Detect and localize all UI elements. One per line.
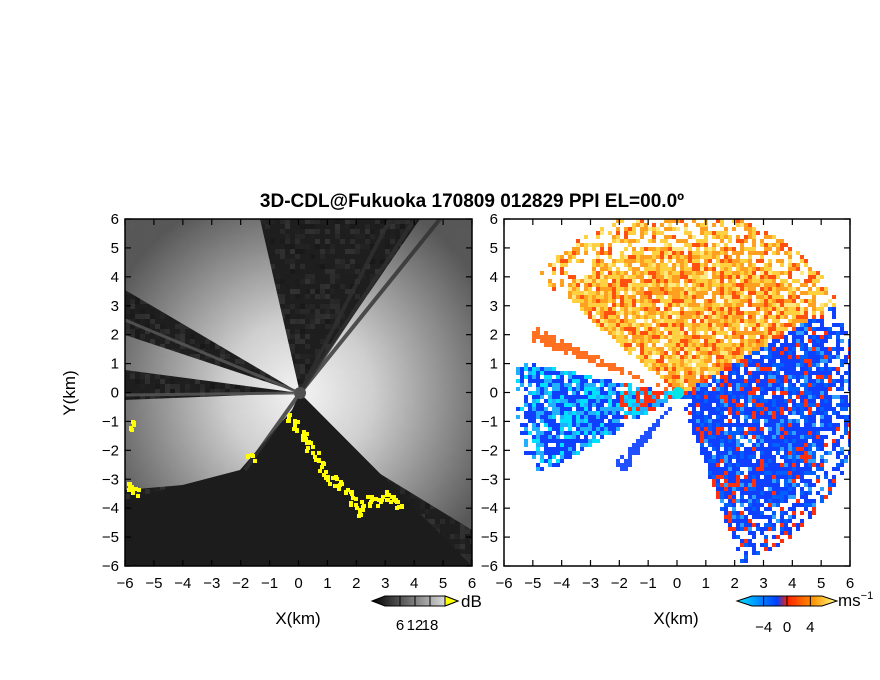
velocity-colorbar-unit-base: ms bbox=[838, 591, 861, 610]
x-tick-label: 2 bbox=[352, 575, 360, 592]
velocity-pixels bbox=[516, 219, 850, 563]
y-tick-label: −6 bbox=[102, 558, 119, 575]
radial-ray bbox=[125, 391, 301, 397]
x-tick-label: 5 bbox=[439, 575, 447, 592]
colorbar-tick-label: 18 bbox=[422, 617, 439, 634]
x-tick-label: 0 bbox=[294, 575, 302, 592]
velocity-colorbar: −4 0 4 ms−1 bbox=[735, 590, 873, 636]
y-tick-label: −4 bbox=[102, 500, 119, 517]
x-tick-label: 6 bbox=[846, 575, 854, 592]
x-tick-label: −6 bbox=[495, 575, 512, 592]
y-tick-label: 1 bbox=[490, 356, 498, 373]
velocity-colorbar-unit-exponent: −1 bbox=[861, 590, 874, 602]
x-tick-label: −2 bbox=[611, 575, 628, 592]
reflectivity-echo-sector bbox=[125, 219, 472, 530]
x-tick-label: −4 bbox=[174, 575, 191, 592]
y-tick-label: 6 bbox=[490, 211, 498, 228]
y-tick-label: 6 bbox=[111, 211, 119, 228]
y-tick-label: −2 bbox=[481, 442, 498, 459]
velocity-panel: −6 −5 −4 −3 −2 −1 0 1 2 3 4 5 6 6 5 4 3 2 1 0 −1 −2 −3 −4 −5 −6 X… bbox=[481, 211, 854, 628]
velocity-colorbar-unit: ms−1 bbox=[838, 590, 873, 610]
y-tick-label: −1 bbox=[481, 413, 498, 430]
x-tick-label: 1 bbox=[702, 575, 710, 592]
x-tick-label: −5 bbox=[145, 575, 162, 592]
reflectivity-axis-ticks: −6 −5 −4 −3 −2 −1 0 1 2 3 4 5 6 6 5 4 3 2 1 0 −1 −2 −3 −4 −5 −6 bbox=[102, 211, 476, 592]
y-tick-label: 4 bbox=[490, 269, 498, 286]
y-tick-label: −2 bbox=[102, 442, 119, 459]
x-tick-label: 1 bbox=[323, 575, 331, 592]
radial-ray bbox=[298, 219, 392, 394]
y-tick-label: 3 bbox=[111, 298, 119, 315]
reflectivity-rays bbox=[125, 219, 442, 472]
radial-ray bbox=[298, 219, 442, 395]
x-tick-label: 2 bbox=[730, 575, 738, 592]
x-tick-label: −1 bbox=[640, 575, 657, 592]
reflectivity-colorbar-unit: dB bbox=[461, 592, 482, 611]
y-tick-label: 0 bbox=[490, 385, 498, 402]
radial-ray bbox=[125, 318, 301, 395]
y-tick-label: 2 bbox=[490, 327, 498, 344]
x-axis-label-right: X(km) bbox=[653, 609, 698, 628]
y-tick-label: −5 bbox=[481, 529, 498, 546]
y-tick-label: −3 bbox=[102, 471, 119, 488]
y-tick-label: 5 bbox=[490, 240, 498, 257]
x-tick-label: −1 bbox=[261, 575, 278, 592]
y-tick-label: −1 bbox=[102, 413, 119, 430]
x-tick-label: −2 bbox=[232, 575, 249, 592]
reflectivity-saturation-pixels bbox=[127, 413, 404, 518]
y-tick-label: 0 bbox=[111, 385, 119, 402]
x-tick-label: −3 bbox=[582, 575, 599, 592]
x-axis-label-left: X(km) bbox=[275, 609, 320, 628]
y-tick-label: −4 bbox=[481, 500, 498, 517]
x-tick-label: −3 bbox=[203, 575, 220, 592]
y-tick-label: 4 bbox=[111, 269, 119, 286]
chart-title: 3D-CDL@Fukuoka 170809 012829 PPI EL=00.0… bbox=[260, 191, 684, 212]
y-tick-label: 1 bbox=[111, 356, 119, 373]
x-tick-label: 5 bbox=[817, 575, 825, 592]
x-tick-label: −6 bbox=[116, 575, 133, 592]
y-tick-label: 2 bbox=[111, 327, 119, 344]
colorbar-tick-label: 6 bbox=[396, 617, 404, 634]
colorbar-tick-label: −4 bbox=[755, 619, 772, 636]
y-tick-label: −5 bbox=[102, 529, 119, 546]
radial-ray bbox=[298, 219, 417, 395]
radar-center-marker-velocity bbox=[672, 387, 684, 399]
y-tick-label: 3 bbox=[490, 298, 498, 315]
y-tick-label: −6 bbox=[481, 558, 498, 575]
x-tick-label: 3 bbox=[759, 575, 767, 592]
radar-center-marker bbox=[294, 387, 306, 399]
x-tick-label: 4 bbox=[410, 575, 418, 592]
reflectivity-clear-sector bbox=[125, 393, 472, 566]
colorbar-tick-label: 12 bbox=[407, 617, 424, 634]
x-tick-label: 6 bbox=[468, 575, 476, 592]
x-tick-label: 4 bbox=[788, 575, 796, 592]
velocity-axis-ticks: −6 −5 −4 −3 −2 −1 0 1 2 3 4 5 6 6 5 4 3 2 1 0 −1 −2 −3 −4 −5 −6 bbox=[481, 211, 854, 592]
x-tick-label: 0 bbox=[673, 575, 681, 592]
y-tick-label: 5 bbox=[111, 240, 119, 257]
colorbar-tick-label: 0 bbox=[783, 619, 791, 636]
x-tick-label: −5 bbox=[524, 575, 541, 592]
colorbar-tick-label: 4 bbox=[806, 619, 814, 636]
x-tick-label: 3 bbox=[381, 575, 389, 592]
y-tick-label: −3 bbox=[481, 471, 498, 488]
reflectivity-panel: −6 −5 −4 −3 −2 −1 0 1 2 3 4 5 6 6 5 4 3 2 1 0 −1 −2 −3 −4 −5 −6 X… bbox=[60, 211, 476, 628]
y-axis-label: Y(km) bbox=[60, 370, 79, 415]
x-tick-label: −4 bbox=[553, 575, 570, 592]
